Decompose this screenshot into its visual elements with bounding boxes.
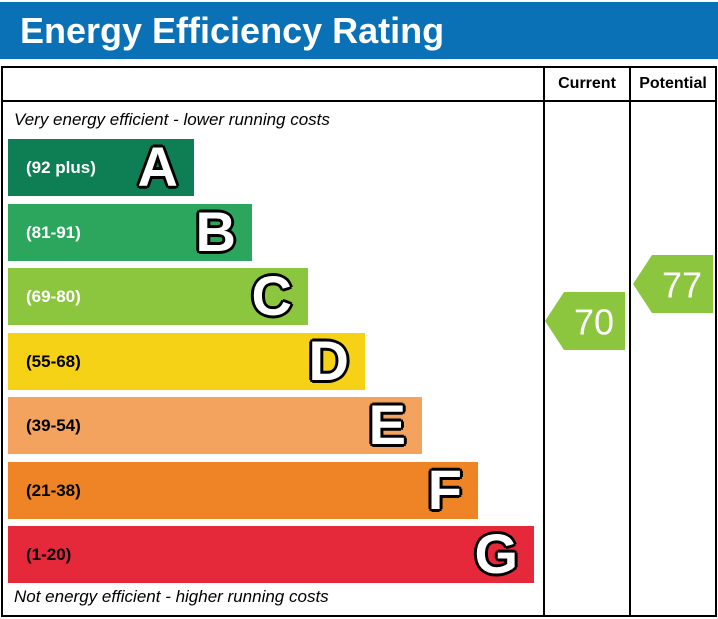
svg-text:70: 70 (574, 302, 614, 343)
band-range-label: (55-68) (26, 351, 81, 371)
current-column-divider (543, 68, 545, 615)
rating-table: Current Potential Very energy efficient … (1, 66, 717, 617)
band-E: (39-54) E (8, 392, 422, 456)
title-bar: Energy Efficiency Rating (0, 2, 718, 59)
header-row-divider (3, 100, 715, 102)
bottom-note: Not energy efficient - higher running co… (14, 587, 329, 606)
potential-column-divider (629, 68, 631, 615)
band-range-label: (1-20) (26, 544, 72, 564)
band-B: (81-91) B (8, 199, 252, 263)
svg-text:77: 77 (662, 265, 702, 306)
band-range-label: (39-54) (26, 415, 81, 435)
potential-rating-arrow: 77 (633, 255, 713, 313)
band-A: (92 plus) A (8, 134, 194, 198)
band-range-label: (69-80) (26, 286, 81, 306)
band-D: (55-68) D (8, 328, 365, 392)
band-G: (1-20) G (8, 521, 534, 585)
band-letter: B (195, 199, 236, 263)
band-letter: G (474, 521, 518, 585)
band-F: (21-38) F (8, 457, 478, 521)
band-range-label: (92 plus) (26, 157, 96, 177)
page-title: Energy Efficiency Rating (20, 9, 445, 51)
current-rating-arrow: 70 (545, 292, 625, 350)
current-column-header: Current (558, 75, 616, 92)
band-C: (69-80) C (8, 263, 308, 327)
band-letter: C (251, 263, 292, 327)
potential-column-header: Potential (639, 75, 707, 92)
band-letter: F (427, 457, 462, 521)
top-note: Very energy efficient - lower running co… (14, 110, 330, 129)
band-letter: D (308, 328, 349, 392)
band-range-label: (21-38) (26, 480, 81, 500)
band-letter: A (137, 134, 178, 198)
band-letter: E (368, 392, 406, 456)
band-range-label: (81-91) (26, 222, 81, 242)
